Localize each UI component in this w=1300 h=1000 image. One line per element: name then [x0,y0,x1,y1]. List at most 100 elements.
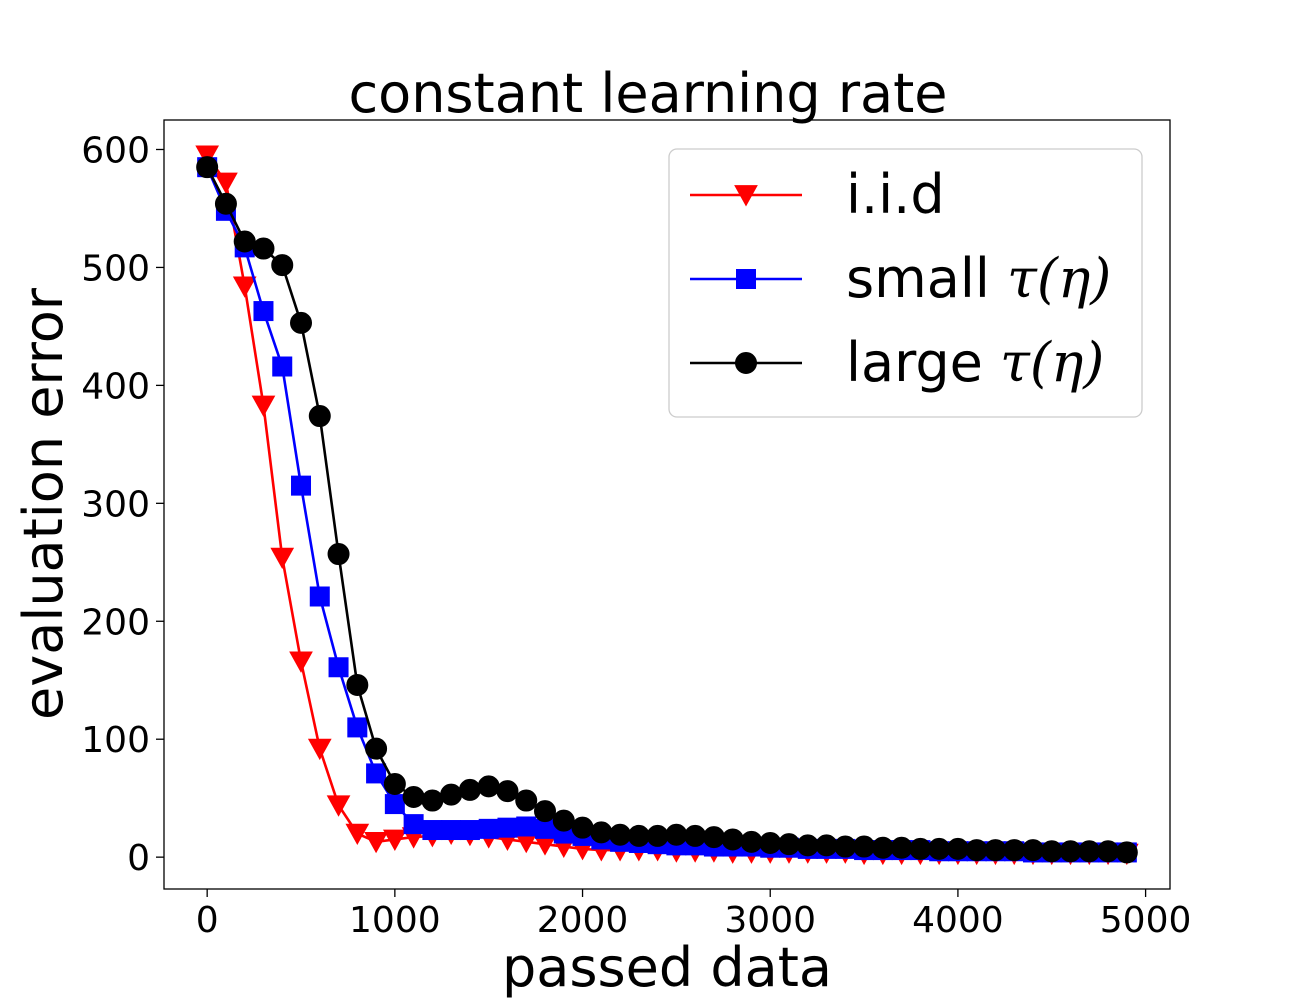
data-point [458,778,481,801]
data-point [871,836,894,859]
data-point [1040,840,1063,863]
data-point [646,824,669,847]
data-point [326,795,351,817]
data-point [327,543,350,566]
chart-title: constant learning rate [348,62,947,125]
data-point [1003,839,1026,862]
data-point [478,818,499,839]
plot-frame [163,119,1171,890]
data-point [347,717,368,738]
data-point [984,839,1007,862]
legend-frame [668,148,1143,418]
data-point [290,311,313,334]
x-tick-label: 5000 [1100,900,1192,941]
data-point [270,547,295,570]
data-point [422,820,443,841]
data-point [721,828,744,851]
data-point [1097,840,1120,863]
data-point [552,809,575,832]
data-point [571,816,594,839]
data-point [214,172,238,194]
data-point [384,794,405,815]
data-point [515,789,538,812]
x-tick-label: 3000 [724,900,816,941]
data-point [909,837,932,860]
data-point [365,737,388,760]
data-point [309,586,330,607]
data-point [383,773,406,796]
data-point [702,826,725,849]
y-tick-label: 0 [127,838,150,879]
data-point [307,738,332,761]
data-point [383,829,407,851]
legend-marker [735,352,757,374]
data-point [965,839,988,862]
y-tick-label: 600 [81,130,150,171]
data-point [890,836,913,859]
data-point [441,820,462,841]
data-point [366,763,387,784]
data-point [233,230,256,253]
data-point [251,395,276,417]
data-point [1078,840,1101,863]
data-point [1115,841,1138,864]
data-point [477,775,500,798]
y-tick-label: 300 [81,484,150,525]
x-axis-title: passed data [502,936,832,999]
data-point [777,833,800,856]
data-point [684,824,707,847]
legend-item: small τ(η) [690,247,1111,310]
data-point [345,823,370,846]
data-point [289,651,313,673]
x-axis: 0 1000 2000 3000 4000 5000 [196,889,1192,941]
legend-item: large τ(η) [690,331,1104,394]
data-point [535,818,556,839]
data-point [232,276,257,298]
data-point [516,816,537,837]
data-point [1021,839,1044,862]
data-point [346,673,369,696]
data-point [271,254,294,277]
data-point [740,830,763,853]
y-tick-label: 200 [81,602,150,643]
data-point [459,820,480,841]
data-point [834,835,857,858]
data-point [421,789,444,812]
data-point [496,780,519,803]
legend-label: i.i.d [846,163,945,226]
data-point [253,301,274,322]
data-point [308,405,331,428]
data-point [291,475,312,496]
data-point [1059,840,1082,863]
data-point [759,832,782,855]
y-tick-label: 400 [81,366,150,407]
series-2 [196,156,1138,864]
legend-label: large τ(η) [846,331,1104,394]
data-point [328,657,349,678]
data-point [534,800,557,823]
data-point [928,837,951,860]
data-point [590,821,613,844]
y-tick-label: 100 [81,720,150,761]
data-point [402,786,425,809]
data-point [853,835,876,858]
data-point [272,356,293,377]
x-tick-label: 1000 [349,900,441,941]
legend-item: i.i.d [690,163,945,226]
y-axis: 0 100 200 300 400 500 600 [81,130,164,879]
plot-marks [195,145,1139,866]
data-point [946,837,969,860]
legend-marker [734,185,758,207]
legend-label: small τ(η) [846,247,1111,310]
legend: i.i.d small τ(η) large τ(η) [668,148,1143,418]
data-point [214,192,237,215]
data-point [497,817,518,838]
data-point [796,834,819,857]
y-tick-label: 500 [81,248,150,289]
data-point [815,834,838,857]
y-axis-title: evaluation error [12,287,75,720]
data-point [665,823,688,846]
data-point [403,814,424,835]
data-point [609,823,632,846]
